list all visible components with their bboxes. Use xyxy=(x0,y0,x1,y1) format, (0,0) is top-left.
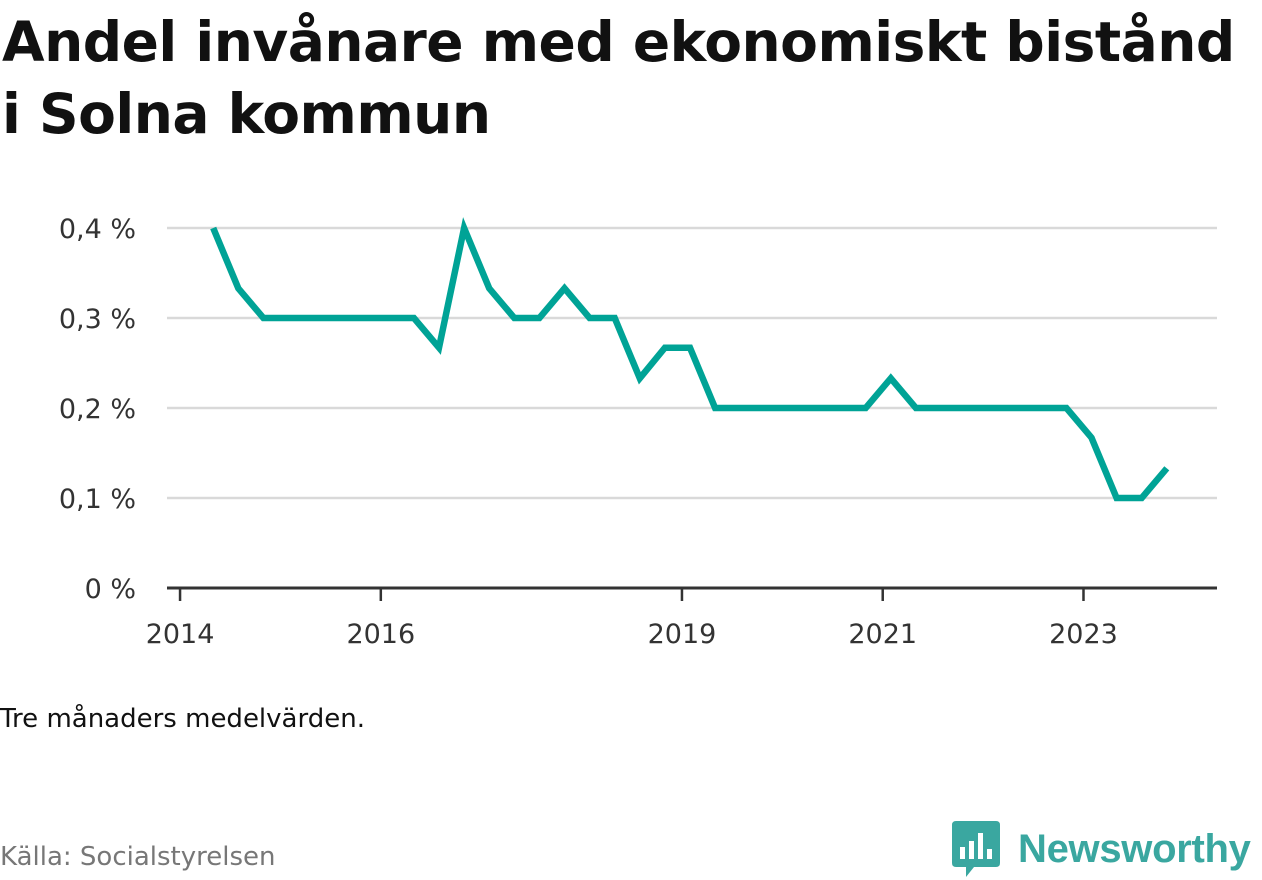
y-tick-label-4: 0,4 % xyxy=(59,214,136,245)
brand-name: Newsworthy xyxy=(1018,826,1251,871)
series-group xyxy=(210,217,1170,502)
line-chart: 0 % 0,1 % 0,2 % 0,3 % 0,4 % 2014 2016 2019 2021… xyxy=(59,214,1217,650)
y-axis-tick-labels: 0 % 0,1 % 0,2 % 0,3 % 0,4 % xyxy=(59,214,136,605)
newsworthy-logo-icon xyxy=(952,821,1000,877)
x-tick-label-4: 2023 xyxy=(1049,619,1118,650)
gridlines xyxy=(167,226,1217,500)
source-credit: Källa: Socialstyrelsen xyxy=(0,842,276,872)
chart-title: Andel invånare med ekonomiskt bistånd i … xyxy=(2,10,1235,146)
y-tick-label-0: 0 % xyxy=(85,574,136,605)
y-tick-label-3: 0,3 % xyxy=(59,304,136,335)
x-tick-label-1: 2016 xyxy=(346,619,415,650)
x-axis: 2014 2016 2019 2021 2023 xyxy=(146,586,1217,650)
x-tick-label-0: 2014 xyxy=(146,619,215,650)
x-tick-label-2: 2019 xyxy=(648,619,717,650)
series-line-0 xyxy=(210,217,1170,502)
y-tick-label-2: 0,2 % xyxy=(59,394,136,425)
y-tick-label-1: 0,1 % xyxy=(59,484,136,515)
newsworthy-logo: Newsworthy xyxy=(950,818,1251,880)
x-tick-label-3: 2021 xyxy=(848,619,917,650)
chart-note: Tre månaders medelvärden. xyxy=(0,704,365,734)
